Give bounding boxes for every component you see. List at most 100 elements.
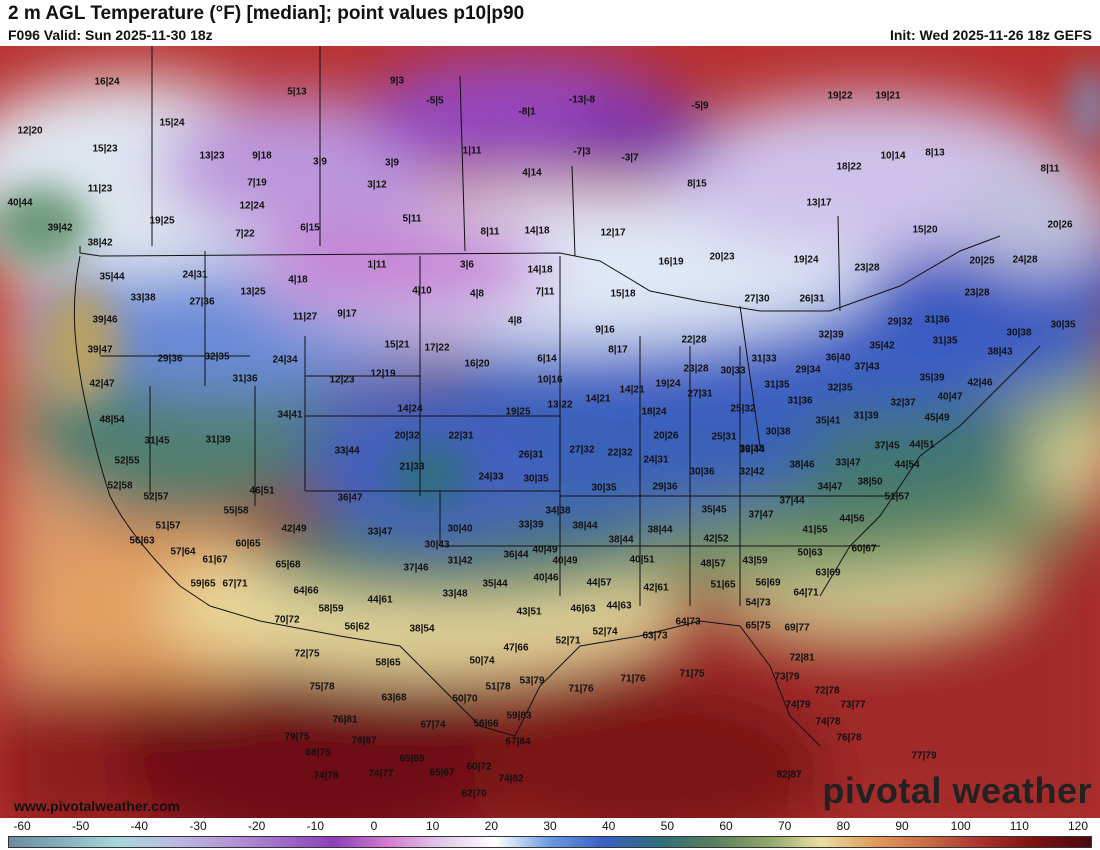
point-value-label: 27|31 (687, 389, 712, 400)
point-value-label: 6|15 (300, 223, 320, 234)
point-value-label: 39|42 (47, 223, 72, 234)
point-value-label: 35|42 (869, 341, 894, 352)
point-value-label: 38|42 (87, 238, 112, 249)
point-value-label: 13|22 (547, 400, 572, 411)
point-value-label: 30|33 (720, 366, 745, 377)
point-value-label: 56|62 (344, 622, 369, 633)
point-value-label: 3|9 (385, 158, 399, 169)
point-value-label: 39|47 (87, 345, 112, 356)
point-value-label: 20|23 (709, 252, 734, 263)
point-value-label: 4|14 (522, 168, 542, 179)
point-value-label: 65|69 (399, 754, 424, 765)
point-value-label: 56|66 (473, 719, 498, 730)
point-value-label: 26|31 (799, 294, 824, 305)
point-value-label: 8|17 (608, 345, 628, 356)
point-value-label: 25|31 (711, 432, 736, 443)
point-value-label: 76|78 (836, 733, 861, 744)
point-value-label: 46|63 (570, 604, 595, 615)
point-value-label: 74|82 (498, 774, 523, 785)
point-value-label: 51|78 (485, 682, 510, 693)
point-value-label: 44|54 (894, 460, 919, 471)
state-lines (100, 251, 900, 606)
point-value-label: 38|43 (987, 347, 1012, 358)
colorbar-tick-label: -60 (13, 819, 31, 833)
point-value-label: 30|35 (591, 483, 616, 494)
point-value-label: 43|59 (742, 556, 767, 567)
point-value-label: 37|43 (854, 362, 879, 373)
point-value-label: 74|77 (368, 769, 393, 780)
point-value-label: 23|28 (964, 288, 989, 299)
point-value-label: 64|66 (293, 586, 318, 597)
point-value-label: 61|67 (202, 555, 227, 566)
point-value-label: 32|39 (818, 330, 843, 341)
point-value-label: 52|55 (114, 456, 139, 467)
point-value-label: 16|24 (94, 77, 119, 88)
point-value-label: 42|61 (643, 583, 668, 594)
point-value-label: 5|11 (403, 214, 422, 225)
point-value-label: 35|44 (99, 272, 124, 283)
point-value-label: 69|77 (784, 623, 809, 634)
point-value-label: 82|87 (776, 770, 801, 781)
point-value-label: 17|22 (424, 343, 449, 354)
point-value-label: 22|32 (607, 448, 632, 459)
point-value-label: 78|87 (351, 736, 376, 747)
point-value-label: 37|45 (874, 441, 899, 452)
point-value-label: 64|73 (675, 617, 700, 628)
point-value-label: 3|6 (460, 260, 474, 271)
colorbar-tick-label: 0 (370, 819, 378, 833)
point-value-label: 31|33 (751, 354, 776, 365)
point-value-label: 47|66 (503, 643, 528, 654)
point-value-label: 42|46 (967, 378, 992, 389)
point-value-label: 19|24 (655, 379, 680, 390)
point-value-label: 67|74 (420, 720, 445, 731)
point-value-label: -13|-8 (569, 95, 596, 106)
point-value-label: 12|20 (17, 126, 42, 137)
point-value-label: 58|59 (318, 604, 343, 615)
point-value-label: 7|11 (536, 287, 555, 298)
point-value-label: 10|14 (880, 151, 905, 162)
point-value-label: 35|44 (482, 579, 507, 590)
point-value-label: 18|24 (641, 407, 666, 418)
point-value-label: -5|5 (426, 96, 444, 107)
colorbar-tick-label: 60 (719, 819, 733, 833)
point-value-label: 77|79 (911, 751, 936, 762)
valid-time: F096 Valid: Sun 2025-11-30 18z (8, 27, 213, 43)
point-value-label: 44|57 (586, 578, 611, 589)
point-value-label: 36|44 (739, 445, 764, 456)
colorbar-tick-label: 20 (484, 819, 499, 833)
province-lines (151, 46, 841, 312)
point-value-label: 30|43 (424, 540, 449, 551)
point-value-label: 65|67 (429, 768, 454, 779)
colorbar-ticks: -60 -50 -40 -30 -20 -10 0 10 20 30 40 50 60 70 80 90 100… (8, 818, 1092, 834)
point-value-label: 31|36 (787, 396, 812, 407)
point-value-label: 51|57 (884, 492, 909, 503)
point-value-label: 9|16 (595, 325, 615, 336)
point-value-label: -5|9 (691, 101, 709, 112)
point-value-label: 51|65 (710, 580, 735, 591)
point-value-label: 7|19 (247, 178, 267, 189)
colorbar-tick-label: 80 (836, 819, 851, 833)
point-value-label: 4|8 (470, 289, 484, 300)
point-value-label: 19|25 (505, 407, 530, 418)
point-value-label: 59|83 (506, 711, 531, 722)
point-value-label: 30|35 (1050, 320, 1075, 331)
site-url: www.pivotalweather.com (14, 798, 180, 814)
point-value-label: 33|38 (130, 293, 155, 304)
point-value-label: 67|71 (222, 579, 247, 590)
point-value-label: 15|21 (384, 340, 409, 351)
point-value-label: 68|75 (305, 748, 330, 759)
point-value-label: 33|47 (367, 527, 392, 538)
atlantic-coast (819, 345, 1041, 597)
point-value-label: 48|54 (99, 415, 124, 426)
temperature-map: 16|24 12|20 15|23 11|23 40|44 39|42 38|42 15|24… (0, 46, 1100, 818)
point-value-label: 14|18 (527, 265, 552, 276)
point-value-label: 55|58 (223, 506, 248, 517)
point-value-label: 71|76 (620, 674, 645, 685)
point-value-label: 30|40 (447, 524, 472, 535)
point-value-label: 71|75 (679, 669, 704, 680)
colorbar-tick-label: 100 (950, 819, 971, 833)
map-title: 2 m AGL Temperature (°F) [median]; point… (8, 3, 525, 24)
point-value-label: 19|22 (827, 91, 852, 102)
point-value-label: 27|30 (744, 294, 769, 305)
